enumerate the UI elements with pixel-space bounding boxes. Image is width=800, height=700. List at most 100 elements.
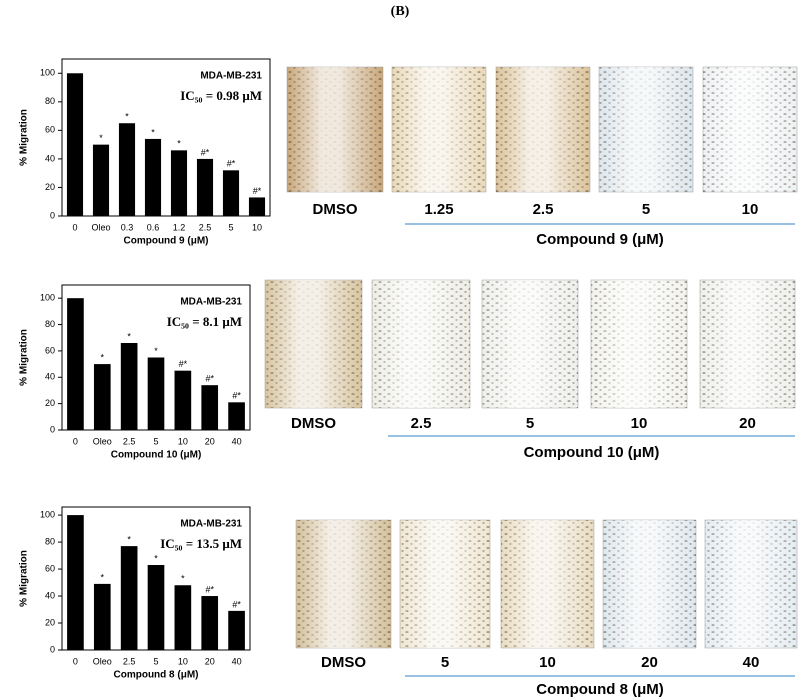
cell-line: MDA-MB-231: [180, 519, 242, 530]
x-tick-label: 10: [178, 436, 188, 446]
x-tick-label: 0.3: [121, 222, 134, 232]
y-tick-label: 80: [45, 536, 55, 546]
micrograph-wound: [591, 280, 687, 408]
y-tick-label: 60: [45, 345, 55, 355]
y-tick-label: 40: [45, 590, 55, 600]
x-tick-label: 5: [228, 222, 233, 232]
y-tick-label: 20: [45, 617, 55, 627]
image-caption: Compound 8 (μM): [536, 681, 664, 698]
micrograph-wound: [501, 520, 594, 648]
y-tick-label: 60: [45, 125, 55, 135]
bar: [174, 585, 192, 650]
bar: [66, 73, 84, 216]
significance-marker: #*: [227, 159, 236, 169]
image-label: 20: [739, 415, 756, 432]
y-tick-label: 20: [45, 398, 55, 408]
bar: [201, 596, 219, 650]
significance-marker: #*: [205, 584, 214, 594]
image-label: 10: [742, 201, 759, 218]
micrograph-wound: [265, 280, 362, 408]
significance-marker: *: [101, 352, 105, 362]
cell-line: MDA-MB-231: [200, 71, 262, 82]
x-tick-label: 2.5: [199, 222, 212, 232]
x-tick-label: Oleo: [91, 222, 110, 232]
bar: [93, 364, 111, 430]
x-tick-label: 0.6: [147, 222, 160, 232]
bar: [174, 370, 192, 430]
significance-marker: *: [154, 346, 158, 356]
bar: [196, 158, 214, 216]
y-axis-label: % Migration: [19, 550, 30, 607]
cell-line: MDA-MB-231: [180, 297, 242, 308]
ic50-label: IC₅₀ = 13.5 μM: [160, 536, 242, 551]
x-tick-label: 0: [73, 436, 78, 446]
y-tick-label: 40: [45, 153, 55, 163]
x-tick-label: Oleo: [93, 436, 112, 446]
micrograph-wound: [705, 520, 797, 648]
significance-marker: #*: [205, 374, 214, 384]
micrograph-wound: [599, 67, 693, 192]
bar: [118, 123, 136, 216]
image-label: 5: [642, 201, 650, 218]
bar: [147, 565, 165, 650]
significance-marker: *: [99, 133, 103, 143]
bar: [67, 515, 84, 650]
significance-marker: *: [101, 572, 105, 582]
bar: [93, 583, 111, 650]
bar: [144, 138, 162, 216]
image-label: DMSO: [321, 654, 366, 671]
y-tick-label: 0: [50, 644, 55, 654]
image-label: DMSO: [313, 201, 358, 218]
image-label: 5: [526, 415, 534, 432]
bar: [201, 385, 219, 430]
y-tick-label: 80: [45, 319, 55, 329]
x-axis-label: Compound 9 (μM): [124, 236, 209, 247]
panel-label: (B): [391, 4, 410, 19]
significance-marker: #*: [253, 186, 262, 196]
bar: [228, 610, 245, 650]
x-tick-label: 10: [178, 656, 188, 666]
image-label: DMSO: [291, 415, 336, 432]
y-tick-label: 80: [45, 96, 55, 106]
significance-marker: *: [181, 574, 185, 584]
image-label: 2.5: [411, 415, 432, 432]
x-tick-label: 5: [153, 656, 158, 666]
bar: [228, 402, 245, 430]
image-label: 40: [743, 654, 760, 671]
y-tick-label: 100: [40, 509, 55, 519]
x-tick-label: 40: [232, 436, 242, 446]
significance-marker: *: [125, 112, 129, 122]
x-tick-label: 2.5: [123, 436, 136, 446]
y-axis-label: % Migration: [19, 109, 30, 166]
y-tick-label: 100: [40, 68, 55, 78]
micrograph-wound: [392, 67, 486, 192]
bar: [170, 150, 188, 216]
significance-marker: *: [154, 553, 158, 563]
micrograph-wound: [372, 280, 470, 408]
micrograph-wound: [603, 520, 696, 648]
plot-frame: [61, 58, 271, 217]
y-tick-label: 0: [50, 210, 55, 220]
significance-marker: *: [177, 139, 181, 149]
x-tick-label: 20: [205, 656, 215, 666]
x-tick-label: 10: [252, 222, 262, 232]
significance-marker: #*: [232, 391, 241, 401]
bar: [120, 343, 138, 430]
micrograph-wound: [400, 520, 490, 648]
image-label: 1.25: [424, 201, 453, 218]
x-tick-label: 0: [72, 222, 77, 232]
image-caption: Compound 10 (μM): [524, 444, 660, 461]
significance-marker: #*: [201, 147, 210, 157]
x-tick-label: 5: [153, 436, 158, 446]
micrograph-wound: [700, 280, 795, 408]
x-axis-label: Compound 8 (μM): [114, 670, 199, 681]
bar: [248, 197, 266, 216]
x-tick-label: 40: [232, 656, 242, 666]
significance-marker: *: [127, 331, 131, 341]
bar: [120, 546, 138, 650]
y-tick-label: 100: [40, 293, 55, 303]
significance-marker: *: [127, 534, 131, 544]
significance-marker: #*: [179, 359, 188, 369]
x-axis-label: Compound 10 (μM): [111, 450, 202, 461]
